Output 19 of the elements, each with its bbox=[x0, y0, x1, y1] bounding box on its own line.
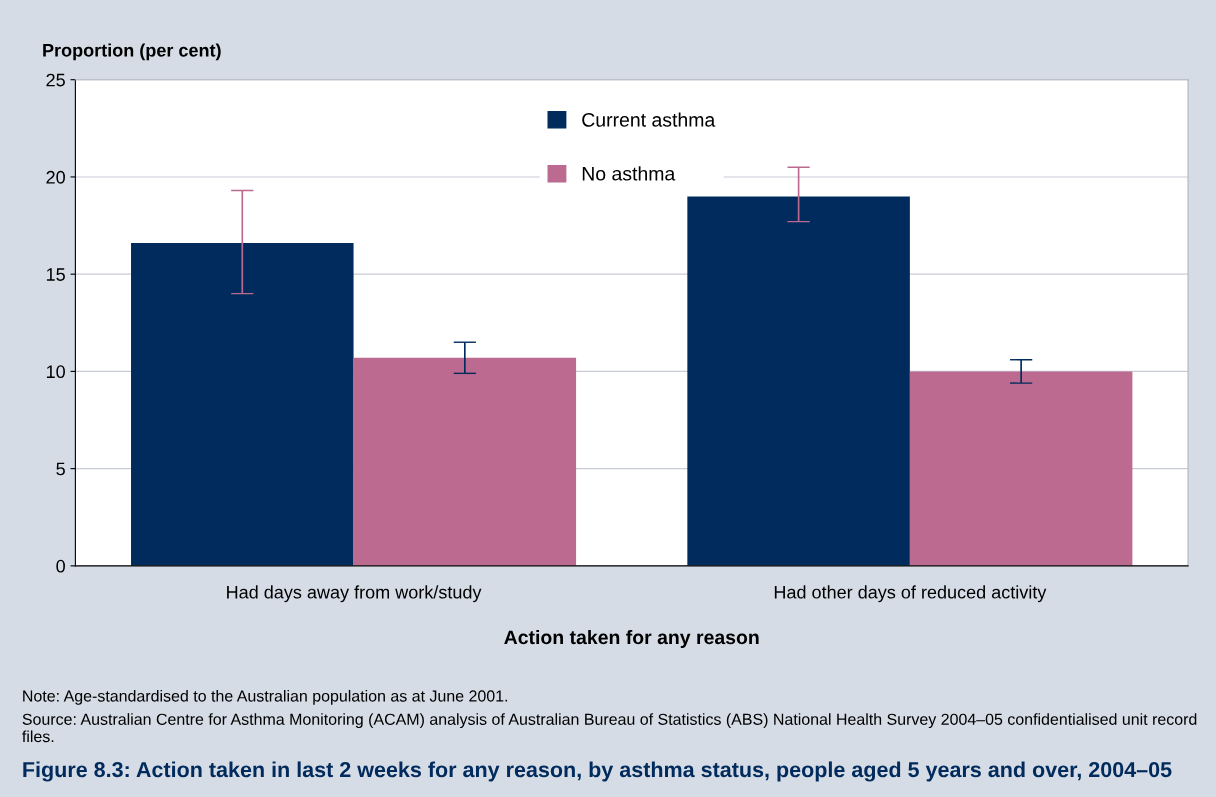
y-tick-label: 25 bbox=[46, 73, 65, 87]
x-axis-title: Action taken for any reason bbox=[504, 629, 759, 649]
bar bbox=[909, 371, 1133, 566]
y-tick-label: 5 bbox=[56, 462, 65, 476]
y-tick-label: 0 bbox=[56, 559, 65, 573]
x-tick-label: Had other days of reduced activity bbox=[774, 585, 1047, 603]
legend-label: No asthma bbox=[582, 166, 676, 181]
text: Figure 8.3: Action taken in last 2 weeks for any reason, by asthma status, people aged 5 years and over, 2004–05 bbox=[23, 761, 1172, 782]
bar bbox=[687, 196, 910, 566]
y-tick-label: 10 bbox=[46, 365, 65, 379]
y-tick-label: 20 bbox=[46, 170, 65, 184]
y-tick-label: 15 bbox=[46, 268, 65, 281]
text: Note: Age-standardised to the Australian population as at June 2001. bbox=[23, 689, 508, 705]
bar bbox=[131, 243, 354, 566]
x-tick-label: Had days away from work/study bbox=[227, 585, 482, 603]
source-note: Source: Australian Centre for Asthma Monitoring (ACAM) analysis of Australian Bureau of Statistics (ABS) National Health Survey 2004–05 confidentialised unit record files. bbox=[22, 713, 1197, 743]
bar bbox=[353, 357, 577, 566]
y-axis-title: Proportion (per cent) bbox=[43, 43, 221, 61]
legend-label: Current asthma bbox=[582, 112, 716, 127]
